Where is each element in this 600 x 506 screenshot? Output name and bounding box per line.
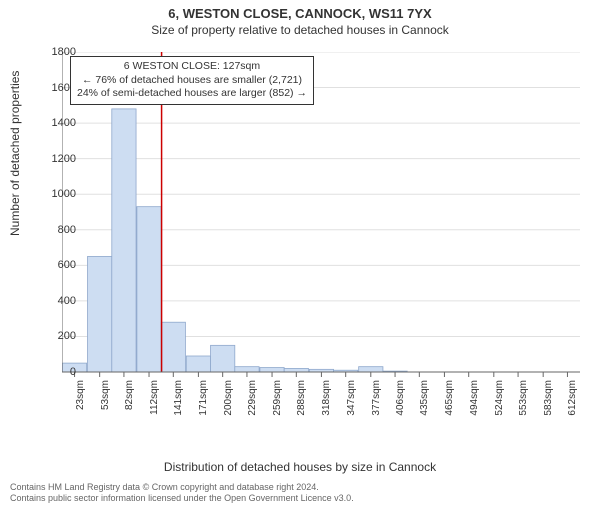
- x-tick-label: 259sqm: [272, 380, 283, 420]
- x-axis-label: Distribution of detached houses by size …: [0, 460, 600, 474]
- y-tick-label: 1000: [40, 188, 76, 200]
- x-tick-label: 318sqm: [321, 380, 332, 420]
- x-tick-label: 53sqm: [100, 380, 111, 420]
- x-tick-label: 612sqm: [567, 380, 578, 420]
- x-tick-label: 288sqm: [296, 380, 307, 420]
- chart-area: [62, 52, 580, 422]
- y-tick-label: 0: [40, 366, 76, 378]
- x-tick-label: 465sqm: [444, 380, 455, 420]
- y-tick-label: 400: [40, 295, 76, 307]
- y-tick-label: 200: [40, 330, 76, 342]
- title-main: 6, WESTON CLOSE, CANNOCK, WS11 7YX: [0, 6, 600, 21]
- x-tick-label: 583sqm: [543, 380, 554, 420]
- chart-svg: [62, 52, 580, 422]
- x-tick-label: 82sqm: [124, 380, 135, 420]
- footer-text: Contains HM Land Registry data © Crown c…: [10, 482, 354, 505]
- x-tick-label: 200sqm: [223, 380, 234, 420]
- y-axis-label: Number of detached properties: [8, 71, 22, 236]
- x-tick-label: 112sqm: [149, 380, 160, 420]
- x-tick-label: 406sqm: [395, 380, 406, 420]
- x-tick-label: 229sqm: [247, 380, 258, 420]
- title-sub: Size of property relative to detached ho…: [0, 23, 600, 37]
- y-tick-label: 1200: [40, 153, 76, 165]
- x-tick-label: 494sqm: [469, 380, 480, 420]
- x-tick-label: 23sqm: [75, 380, 86, 420]
- y-tick-label: 800: [40, 224, 76, 236]
- y-tick-label: 1400: [40, 117, 76, 129]
- info-line-3: 24% of semi-detached houses are larger (…: [77, 87, 307, 101]
- footer-line-1: Contains HM Land Registry data © Crown c…: [10, 482, 354, 493]
- info-line-1: 6 WESTON CLOSE: 127sqm: [77, 60, 307, 74]
- x-tick-label: 553sqm: [518, 380, 529, 420]
- y-tick-label: 600: [40, 259, 76, 271]
- chart-container: 6, WESTON CLOSE, CANNOCK, WS11 7YX Size …: [0, 6, 600, 506]
- x-tick-label: 171sqm: [198, 380, 209, 420]
- x-tick-label: 347sqm: [346, 380, 357, 420]
- x-tick-label: 524sqm: [494, 380, 505, 420]
- info-line-2: ← 76% of detached houses are smaller (2,…: [77, 74, 307, 88]
- info-box: 6 WESTON CLOSE: 127sqm ← 76% of detached…: [70, 56, 314, 105]
- footer-line-2: Contains public sector information licen…: [10, 493, 354, 504]
- x-tick-label: 435sqm: [419, 380, 430, 420]
- x-tick-label: 377sqm: [371, 380, 382, 420]
- x-tick-label: 141sqm: [173, 380, 184, 420]
